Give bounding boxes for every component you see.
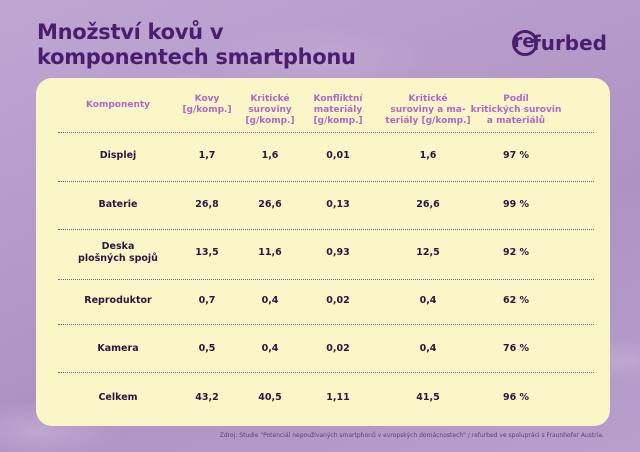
critical-total-value: 41,5	[416, 392, 440, 403]
critical-total-value: 0,4	[419, 295, 437, 306]
row-divider	[58, 132, 594, 133]
critical-total-value: 1,6	[419, 150, 437, 161]
conflict-materials-value: 0,01	[326, 150, 350, 161]
logo-circle-icon: re	[512, 30, 538, 56]
logo-circle-letters: re	[513, 31, 535, 52]
header-kriticke-suroviny: Kritické suroviny [g/komp.]	[245, 94, 295, 126]
critical-raw-value: 0,4	[261, 343, 279, 354]
row-divider	[58, 279, 594, 280]
row-divider	[58, 372, 594, 373]
component-name: Reproduktor	[84, 295, 152, 306]
row-divider	[58, 324, 594, 325]
page-title: Množství kovů v komponentech smartphonu	[37, 20, 356, 70]
logo-text: furbed	[532, 31, 607, 55]
header-konfliktni-materialy: Konfliktní materiály [g/komp.]	[313, 94, 363, 126]
header-kovy: Kovy [g/komp.]	[182, 94, 232, 115]
component-name: Celkem	[98, 392, 138, 403]
critical-total-value: 26,6	[416, 199, 440, 210]
metals-value: 26,8	[195, 199, 219, 210]
refurbed-logo: re furbed	[512, 28, 607, 58]
share-value: 76 %	[502, 343, 530, 354]
share-value: 99 %	[502, 199, 530, 210]
row-divider	[58, 181, 594, 182]
critical-total-value: 12,5	[416, 247, 440, 258]
component-name: Kamera	[97, 343, 139, 354]
conflict-materials-value: 1,11	[326, 392, 350, 403]
critical-raw-value: 26,6	[258, 199, 282, 210]
conflict-materials-value: 0,02	[326, 343, 350, 354]
metals-value: 43,2	[195, 392, 219, 403]
critical-raw-value: 0,4	[261, 295, 279, 306]
share-value: 96 %	[502, 392, 530, 403]
conflict-materials-value: 0,13	[326, 199, 350, 210]
title-line-1: Množství kovů v	[37, 20, 224, 44]
conflict-materials-value: 0,02	[326, 295, 350, 306]
critical-raw-value: 1,6	[261, 150, 279, 161]
metals-value: 13,5	[195, 247, 219, 258]
table-card	[36, 78, 610, 426]
metals-value: 0,5	[198, 343, 216, 354]
header-podil: Podíl kritických surovin a materiálů	[470, 94, 562, 126]
component-name: Baterie	[98, 199, 138, 210]
critical-total-value: 0,4	[419, 343, 437, 354]
share-value: 62 %	[502, 295, 530, 306]
component-name: Displej	[99, 150, 137, 161]
component-name: Deska plošných spojů	[78, 241, 158, 264]
critical-raw-value: 11,6	[258, 247, 282, 258]
row-divider	[58, 229, 594, 230]
conflict-materials-value: 0,93	[326, 247, 350, 258]
share-value: 92 %	[502, 247, 530, 258]
header-kriticke-suroviny-a-materialy: Kritické suroviny a ma- teriály [g/komp.…	[385, 94, 471, 126]
metals-value: 0,7	[198, 295, 216, 306]
metals-value: 1,7	[198, 150, 216, 161]
critical-raw-value: 40,5	[258, 392, 282, 403]
header-komponenty: Komponenty	[85, 100, 151, 110]
title-line-2: komponentech smartphonu	[37, 45, 356, 69]
source-footnote: Zdroj: Studie "Potenciál nepoužívaných s…	[219, 432, 604, 439]
share-value: 97 %	[502, 150, 530, 161]
